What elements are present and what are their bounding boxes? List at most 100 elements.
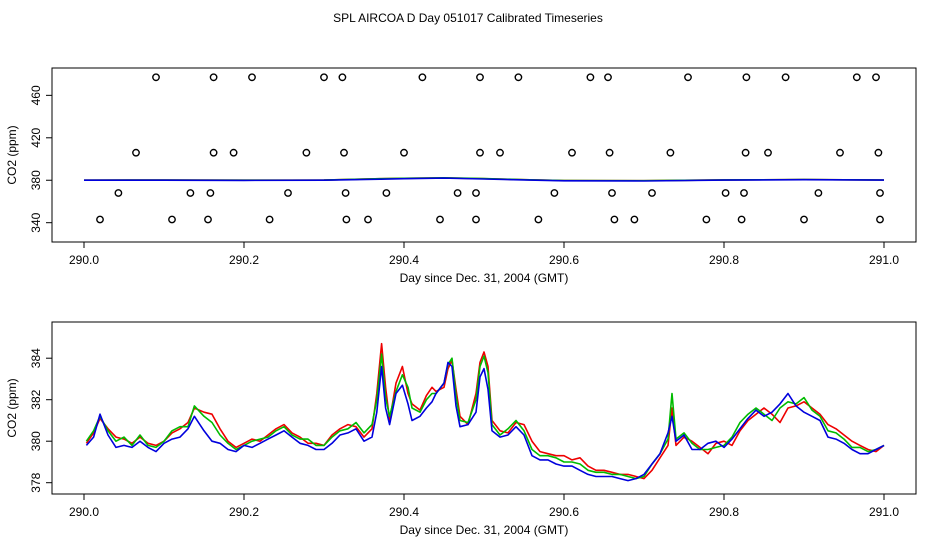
data-point	[608, 189, 616, 197]
data-point	[472, 215, 480, 224]
data-point	[852, 73, 861, 82]
x-tick-label: 290.0	[69, 253, 99, 267]
x-tick-label: 290.0	[69, 505, 99, 519]
data-point	[876, 189, 884, 197]
data-point	[610, 215, 619, 224]
data-point	[648, 189, 656, 197]
x-tick-label: 291.0	[869, 505, 899, 519]
data-point	[382, 189, 391, 197]
series-line-blue	[84, 177, 885, 182]
panel-top-y-axis: 340 380 420 460	[29, 85, 52, 233]
data-point	[605, 148, 614, 157]
data-point	[876, 215, 884, 224]
panel-bottom-y-axis: 378 380 382 384	[29, 348, 52, 493]
data-point	[874, 148, 883, 157]
data-point	[476, 73, 484, 82]
data-point	[248, 73, 256, 82]
data-point	[872, 73, 880, 82]
data-point	[265, 215, 274, 224]
panel-top: 290.0 290.2 290.4 290.6 290.8 291.0 340 380 420…	[5, 67, 917, 285]
data-point	[209, 148, 218, 157]
panel-bottom-x-label: Day since Dec. 31, 2004 (GMT)	[400, 523, 569, 537]
data-point	[436, 215, 444, 224]
x-tick-label: 290.8	[709, 505, 739, 519]
y-tick-label: 380	[29, 431, 43, 451]
data-point	[836, 148, 844, 157]
data-point	[800, 215, 808, 224]
data-point	[302, 148, 311, 157]
data-point	[472, 189, 480, 197]
data-point	[684, 73, 692, 82]
panel-bottom-y-label: CO2 (ppm)	[5, 378, 19, 437]
x-tick-label: 290.2	[229, 253, 259, 267]
data-point	[342, 215, 351, 224]
panel-bottom-frame	[51, 321, 917, 495]
data-point	[568, 148, 576, 157]
y-tick-label: 378	[29, 472, 43, 492]
data-point	[338, 73, 347, 82]
data-point	[476, 148, 484, 157]
data-point	[453, 189, 462, 197]
data-point	[96, 215, 104, 224]
data-point	[604, 73, 612, 82]
data-point	[534, 215, 543, 224]
data-point	[168, 215, 176, 224]
x-tick-label: 290.8	[709, 253, 739, 267]
data-point	[206, 189, 215, 197]
series-line-green	[85, 353, 885, 480]
panel-bottom-lines	[85, 342, 885, 482]
data-point	[209, 73, 218, 82]
data-point	[364, 215, 372, 224]
data-point	[764, 148, 772, 157]
x-tick-label: 290.4	[389, 253, 419, 267]
data-point	[186, 189, 195, 197]
data-point	[740, 189, 748, 197]
data-point	[814, 189, 823, 197]
data-point	[742, 73, 751, 82]
data-point	[341, 189, 350, 197]
data-point	[204, 215, 212, 224]
panel-top-x-axis: 290.0 290.2 290.4 290.6 290.8 291.0	[69, 242, 899, 267]
data-point	[340, 148, 348, 157]
data-point	[630, 215, 639, 224]
x-tick-label: 290.6	[549, 505, 579, 519]
panel-top-lines	[83, 177, 885, 182]
data-point	[284, 189, 292, 197]
x-tick-label: 290.4	[389, 505, 419, 519]
y-tick-label: 340	[29, 212, 43, 232]
data-point	[132, 148, 140, 157]
data-point	[514, 73, 523, 82]
x-tick-label: 291.0	[869, 253, 899, 267]
data-point	[550, 189, 559, 197]
data-point	[400, 148, 408, 157]
data-point	[666, 148, 675, 157]
x-tick-label: 290.2	[229, 505, 259, 519]
y-tick-label: 380	[29, 170, 43, 190]
panel-top-frame	[51, 67, 917, 243]
data-point	[741, 148, 750, 157]
panel-bottom: 290.0 290.2 290.4 290.6 290.8 291.0 378 380 382…	[5, 321, 917, 537]
panel-top-points	[96, 73, 884, 224]
data-point	[737, 215, 746, 224]
data-point	[702, 215, 711, 224]
panel-top-x-label: Day since Dec. 31, 2004 (GMT)	[400, 271, 569, 285]
series-line-blue	[85, 361, 885, 482]
y-tick-label: 384	[29, 348, 43, 368]
data-point	[114, 189, 123, 197]
data-point	[496, 148, 504, 157]
data-point	[781, 73, 790, 82]
data-point	[320, 73, 328, 82]
panel-bottom-x-axis: 290.0 290.2 290.4 290.6 290.8 291.0	[69, 494, 899, 519]
panel-top-y-label: CO2 (ppm)	[5, 125, 19, 184]
figure-title: SPL AIRCOA D Day 051017 Calibrated Times…	[333, 11, 603, 25]
data-point	[721, 189, 730, 197]
data-point	[229, 148, 238, 157]
x-tick-label: 290.6	[549, 253, 579, 267]
data-point	[418, 73, 427, 82]
data-point	[152, 73, 160, 82]
data-point	[586, 73, 595, 82]
y-tick-label: 382	[29, 389, 43, 409]
y-tick-label: 420	[29, 127, 43, 147]
y-tick-label: 460	[29, 85, 43, 105]
